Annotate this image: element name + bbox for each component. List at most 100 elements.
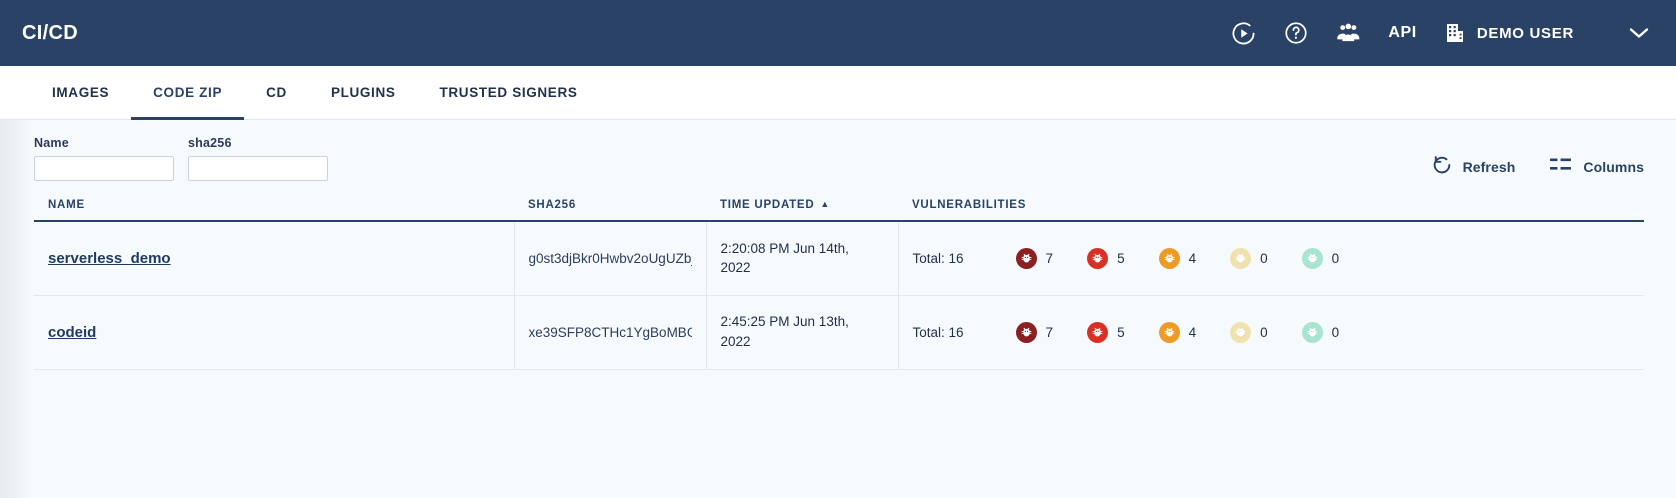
play-circle-button[interactable]	[1230, 20, 1257, 47]
users-button[interactable]	[1335, 22, 1362, 44]
severity-critical[interactable]: 7	[1015, 321, 1054, 343]
cell-vulnerabilities: Total: 16	[898, 221, 1644, 296]
help-button[interactable]	[1283, 20, 1309, 46]
toolbar-actions: Refresh Columns	[1431, 154, 1644, 181]
refresh-button[interactable]: Refresh	[1431, 154, 1516, 179]
table-row[interactable]: serverless_demo g0st3djBkr0Hwbv2oUgUZbjg…	[34, 221, 1644, 296]
column-header-time-updated-sort[interactable]: TIME UPDATED ▲	[720, 199, 830, 211]
filters-toolbar: Name sha256	[34, 120, 1644, 193]
bug-icon-critical	[1015, 321, 1037, 343]
cell-name: codeid	[34, 295, 515, 370]
table-header: NAME SHA256 TIME UPDATED ▲ VULNE	[34, 193, 1644, 222]
bug-icon-critical	[1015, 247, 1037, 269]
primary-tabs: IMAGES CODE ZIP CD PLUGINS TRUSTED SIGNE…	[0, 66, 1676, 120]
cell-sha256: g0st3djBkr0Hwbv2oUgUZbjg	[514, 221, 707, 296]
vulnerability-total: Total: 16	[912, 250, 964, 266]
header-actions: API	[1230, 20, 1654, 47]
column-header-time-updated[interactable]: TIME UPDATED ▲	[706, 193, 898, 222]
severity-high[interactable]: 5	[1087, 321, 1125, 343]
vulnerability-summary: Total: 16	[912, 247, 1631, 269]
filter-sha256-input[interactable]	[188, 156, 328, 181]
row-name-link[interactable]: codeid	[48, 323, 97, 341]
tab-code-zip[interactable]: CODE ZIP	[131, 66, 245, 120]
page-body: Name sha256	[0, 120, 1676, 498]
column-header-vulnerabilities[interactable]: VULNERABILITIES	[898, 193, 1644, 222]
cell-time-updated: 2:45:25 PM Jun 13th, 2022	[706, 295, 899, 370]
bug-icon-negligible	[1301, 247, 1323, 269]
severity-high-count: 5	[1117, 324, 1125, 340]
severity-negligible[interactable]: 0	[1301, 247, 1340, 269]
severity-medium-count: 4	[1188, 250, 1197, 266]
severity-high[interactable]: 5	[1087, 247, 1125, 269]
severity-low-count: 0	[1260, 250, 1268, 266]
vulnerability-summary: Total: 16	[912, 321, 1631, 343]
column-header-name[interactable]: NAME	[34, 193, 514, 222]
api-link[interactable]: API	[1388, 25, 1416, 41]
sort-ascending-icon: ▲	[820, 198, 831, 209]
column-header-time-updated-label: TIME UPDATED	[720, 199, 815, 211]
columns-button[interactable]: Columns	[1549, 156, 1644, 177]
user-name-label: DEMO USER	[1476, 24, 1574, 42]
tab-images-label: IMAGES	[52, 85, 110, 100]
left-rail	[0, 120, 30, 498]
filter-sha256: sha256	[188, 136, 328, 181]
table-body: serverless_demo g0st3djBkr0Hwbv2oUgUZbjg…	[34, 221, 1644, 370]
main-content: Name sha256	[30, 120, 1676, 498]
filter-fields: Name sha256	[34, 136, 328, 181]
bug-icon-medium	[1158, 321, 1180, 343]
user-menu-toggle[interactable]	[1628, 26, 1650, 40]
severity-medium[interactable]: 4	[1158, 321, 1196, 343]
bug-icon-low	[1230, 321, 1252, 343]
severity-low-count: 0	[1260, 324, 1268, 340]
column-header-sha256-label: SHA256	[528, 199, 576, 211]
column-header-sha256[interactable]: SHA256	[514, 193, 706, 222]
severity-critical-count: 7	[1045, 250, 1054, 266]
row-time-updated-value: 2:45:25 PM Jun 13th, 2022	[720, 314, 849, 349]
tab-cd[interactable]: CD	[244, 66, 309, 119]
filter-name-input[interactable]	[34, 156, 174, 181]
cell-name: serverless_demo	[34, 221, 515, 296]
severity-negligible[interactable]: 0	[1301, 321, 1340, 343]
severity-negligible-count: 0	[1331, 250, 1340, 266]
refresh-label: Refresh	[1462, 158, 1516, 175]
api-label: API	[1388, 24, 1417, 41]
tab-plugins-label: PLUGINS	[330, 85, 396, 100]
severity-list: 7	[1015, 247, 1340, 269]
user-menu-button[interactable]: DEMO USER	[1443, 21, 1574, 45]
severity-critical[interactable]: 7	[1015, 247, 1054, 269]
column-header-name-label: NAME	[48, 199, 85, 211]
columns-icon	[1549, 156, 1573, 177]
severity-medium[interactable]: 4	[1158, 247, 1197, 269]
row-sha256-value: xe39SFP8CTHc1YgBoMBO6V	[528, 324, 692, 340]
tab-trusted-signers[interactable]: TRUSTED SIGNERS	[418, 66, 600, 119]
cell-time-updated: 2:20:08 PM Jun 14th, 2022	[706, 221, 899, 296]
severity-low[interactable]: 0	[1230, 247, 1268, 269]
vulnerability-total: Total: 16	[912, 324, 964, 340]
tab-cd-label: CD	[266, 85, 287, 100]
severity-low[interactable]: 0	[1230, 321, 1268, 343]
filter-sha256-label: sha256	[188, 136, 232, 150]
tab-plugins[interactable]: PLUGINS	[309, 66, 418, 119]
severity-negligible-count: 0	[1331, 324, 1340, 340]
chevron-down-icon	[1628, 26, 1650, 40]
bug-icon-negligible	[1301, 321, 1323, 343]
row-sha256-value: g0st3djBkr0Hwbv2oUgUZbjg	[528, 250, 692, 266]
severity-critical-count: 7	[1045, 324, 1054, 340]
app-brand-title: CI/CD	[22, 21, 78, 44]
filter-name-label: Name	[34, 136, 69, 150]
filter-name: Name	[34, 136, 174, 181]
refresh-icon	[1431, 154, 1453, 179]
code-zip-table: NAME SHA256 TIME UPDATED ▲ VULNE	[34, 193, 1644, 370]
table-row[interactable]: codeid xe39SFP8CTHc1YgBoMBO6V 2:45:25 PM…	[34, 295, 1644, 370]
severity-high-count: 5	[1117, 250, 1125, 266]
tab-trusted-signers-label: TRUSTED SIGNERS	[439, 85, 578, 100]
row-time-updated-value: 2:20:08 PM Jun 14th, 2022	[720, 240, 849, 276]
row-name-link[interactable]: serverless_demo	[48, 249, 171, 267]
tab-images[interactable]: IMAGES	[30, 66, 131, 119]
bug-icon-medium	[1158, 247, 1180, 269]
bug-icon-high	[1087, 247, 1109, 269]
top-header-bar: CI/CD	[0, 0, 1676, 66]
bug-icon-low	[1230, 247, 1252, 269]
cell-sha256: xe39SFP8CTHc1YgBoMBO6V	[514, 295, 707, 370]
